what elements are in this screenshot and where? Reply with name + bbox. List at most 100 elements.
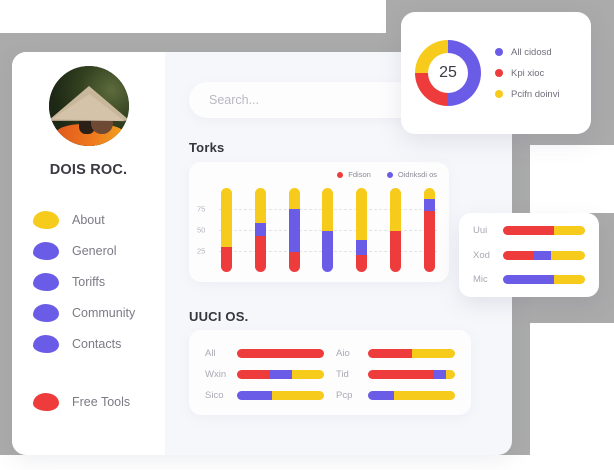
chart-bar-segment [322, 188, 333, 231]
chart-bar[interactable] [289, 188, 300, 272]
background-notch-right-lower [530, 323, 614, 455]
meter-segment [269, 370, 292, 379]
meter-bar[interactable] [503, 251, 585, 260]
legend-label: Oidnksdi os [398, 170, 437, 179]
chart-bar-segment [255, 188, 266, 223]
chart-legend: Fdison Oidnksdi os [337, 170, 437, 179]
y-axis-tick-label: 75 [197, 205, 205, 214]
side-meters-card: Uui Xod Mic [459, 213, 599, 297]
avatar-conical-hat-highlight [52, 93, 125, 121]
meter-row: Pcp [336, 385, 455, 406]
meter-segment [368, 349, 412, 358]
chart-bar-segment [221, 188, 232, 247]
legend-dot-icon [495, 69, 503, 77]
background-strip-bottom [0, 455, 614, 470]
meter-row: Sico [205, 385, 324, 406]
donut-value-label: 25 [439, 64, 457, 82]
meter-label: All [205, 348, 229, 359]
sidebar-item-label: About [72, 213, 105, 227]
sidebar-item-about[interactable]: About [33, 204, 165, 235]
chart-bar-segment [289, 209, 300, 252]
chart-bars [221, 188, 435, 272]
chart-bar[interactable] [424, 188, 435, 272]
legend-dot-icon [337, 172, 343, 178]
meter-bar[interactable] [237, 391, 324, 400]
sidebar-item-label: Generol [72, 244, 116, 258]
meter-bar[interactable] [237, 370, 324, 379]
bookmark-icon [33, 211, 59, 229]
meter-row: Tid [336, 364, 455, 385]
sidebar-item-label: Free Tools [72, 395, 130, 409]
legend-entry: Fdison [337, 170, 371, 179]
meter-bar[interactable] [237, 349, 324, 358]
chart-bar[interactable] [356, 188, 367, 272]
legend-dot-icon [387, 172, 393, 178]
legend-label: Fdison [348, 170, 371, 179]
legend-dot-icon [495, 90, 503, 98]
donut-legend-entry: Pcifn doinvi [495, 89, 560, 100]
legend-dot-icon [495, 48, 503, 56]
meter-segment [554, 226, 585, 235]
chart-bar[interactable] [255, 188, 266, 272]
meter-label: Sico [205, 390, 229, 401]
meter-segment [554, 275, 585, 284]
donut-legend-label: Kpi xioc [511, 68, 544, 79]
chart-bar[interactable] [221, 188, 232, 272]
bookmark-icon [33, 304, 59, 322]
meter-segment [503, 226, 554, 235]
torks-section-title: Torks [189, 140, 224, 155]
meter-row: Mic [473, 274, 585, 285]
legend-entry: Oidnksdi os [387, 170, 437, 179]
chart-bar-segment [255, 236, 266, 272]
sidebar-item-contacts[interactable]: Contacts [33, 328, 165, 359]
chart-bar-segment [221, 247, 232, 272]
chart-bar[interactable] [322, 188, 333, 272]
meter-segment [503, 251, 533, 260]
meter-bar[interactable] [368, 349, 455, 358]
chart-bar-segment [356, 255, 367, 272]
chart-bar-segment [390, 231, 401, 272]
sidebar-item-free-tools[interactable]: Free Tools [33, 386, 165, 417]
sidebar-item-generol[interactable]: Generol [33, 235, 165, 266]
chart-bar-segment [390, 188, 401, 231]
meter-bar[interactable] [368, 370, 455, 379]
meter-segment [292, 370, 324, 379]
uuci-meters-card: All Aio Wxin Tid Sico Pcp [189, 330, 471, 415]
donut-legend-entry: All cidosd [495, 47, 560, 58]
meter-row: All [205, 343, 324, 364]
meter-bar[interactable] [368, 391, 455, 400]
meter-row: Uui [473, 225, 585, 236]
meter-label: Aio [336, 348, 360, 359]
meter-segment [551, 251, 585, 260]
sidebar-item-label: Community [72, 306, 135, 320]
background-notch-right-upper [530, 145, 614, 213]
bookmark-icon [33, 393, 59, 411]
meter-segment [533, 251, 550, 260]
meter-row: Wxin [205, 364, 324, 385]
meter-bar[interactable] [503, 226, 585, 235]
meter-bar[interactable] [503, 275, 585, 284]
meter-row: Xod [473, 250, 585, 261]
chart-bar-segment [424, 199, 435, 211]
meter-segment [237, 391, 272, 400]
torks-chart-card: FdisonOidnksdi os 255075 [189, 162, 449, 282]
profile-name: DOIS ROC. [12, 162, 165, 178]
sidebar-item-community[interactable]: Community [33, 297, 165, 328]
chart-bar-segment [289, 188, 300, 209]
avatar [49, 66, 129, 146]
y-axis-tick-label: 50 [197, 226, 205, 235]
meter-segment [237, 349, 324, 358]
sidebar-item-toriffs[interactable]: Toriffs [33, 266, 165, 297]
chart-bar[interactable] [390, 188, 401, 272]
chart-bar-segment [356, 240, 367, 255]
bar-chart-plot: 255075 [189, 188, 441, 272]
chart-bar-segment [424, 211, 435, 272]
uuci-section-title: UUCI OS. [189, 309, 248, 324]
meter-label: Mic [473, 274, 495, 285]
sidebar-item-label: Toriffs [72, 275, 105, 289]
meter-segment [368, 391, 394, 400]
bookmark-icon [33, 242, 59, 260]
meter-label: Xod [473, 250, 495, 261]
bookmark-icon [33, 273, 59, 291]
meter-segment [394, 391, 455, 400]
